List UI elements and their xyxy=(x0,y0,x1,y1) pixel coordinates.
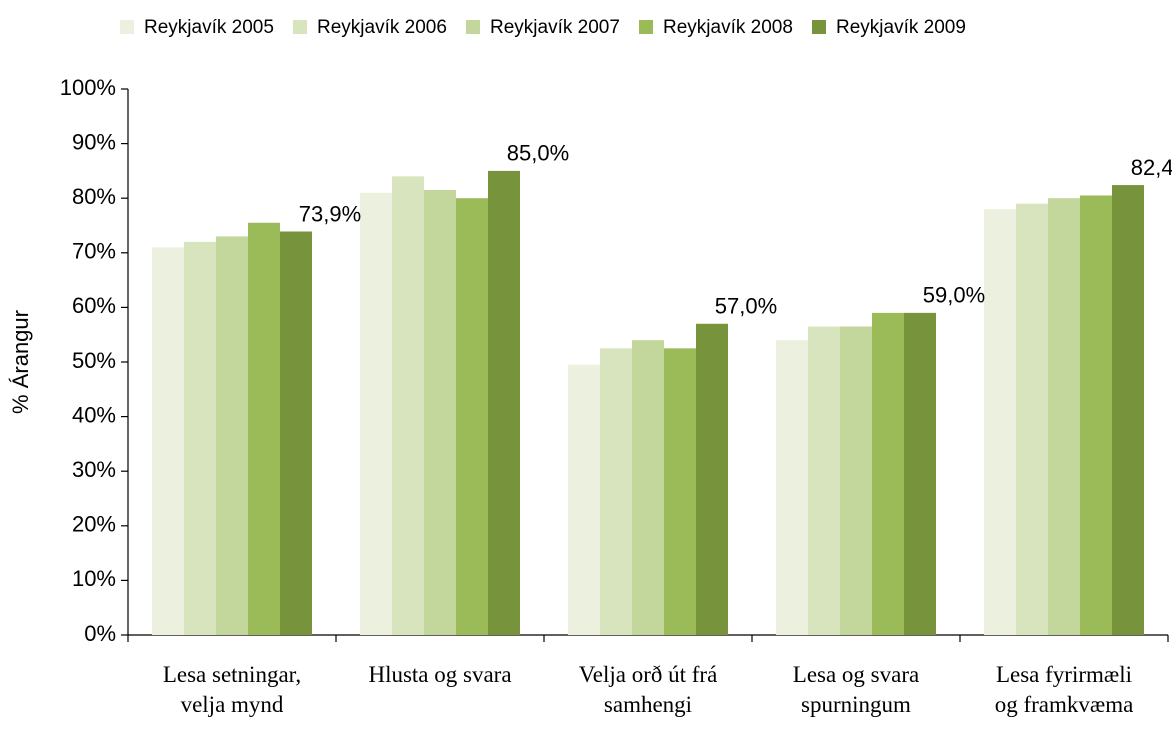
y-tick-label: 80% xyxy=(72,184,116,209)
y-tick-label: 70% xyxy=(72,239,116,264)
bar xyxy=(872,312,904,635)
legend-swatch xyxy=(293,20,307,34)
bar xyxy=(808,326,840,635)
y-tick-label: 30% xyxy=(72,457,116,482)
y-tick-label: 0% xyxy=(84,621,116,646)
legend-swatch xyxy=(639,20,653,34)
bar xyxy=(984,209,1016,635)
bar xyxy=(1048,198,1080,635)
y-tick-label: 20% xyxy=(72,512,116,537)
data-label: 57,0% xyxy=(715,294,777,319)
legend-label: Reykjavík 2008 xyxy=(663,17,793,38)
y-tick-label: 90% xyxy=(72,129,116,154)
legend-swatch xyxy=(120,20,134,34)
legend-label: Reykjavík 2009 xyxy=(836,17,966,38)
data-label: 73,9% xyxy=(299,201,361,226)
data-label: 82,4% xyxy=(1131,155,1172,180)
bar xyxy=(424,190,456,635)
bar xyxy=(488,170,520,635)
bar xyxy=(360,192,392,636)
legend-label: Reykjavík 2005 xyxy=(144,17,274,38)
bar xyxy=(152,247,184,635)
bar xyxy=(904,312,936,635)
bar xyxy=(456,198,488,635)
bar xyxy=(1080,195,1112,635)
y-tick-label: 40% xyxy=(72,402,116,427)
legend-label: Reykjavík 2007 xyxy=(490,17,620,38)
bar xyxy=(1016,203,1048,635)
x-tick-label: Lesa fyrirmæli og framkvæma xyxy=(994,662,1134,717)
bar xyxy=(1112,185,1144,635)
x-tick-label: Velja orð út frá samhengi xyxy=(578,662,718,717)
bar xyxy=(776,340,808,635)
bar xyxy=(568,364,600,635)
legend-swatch xyxy=(466,20,480,34)
y-tick-label: 60% xyxy=(72,293,116,318)
data-label: 59,0% xyxy=(923,283,985,308)
bar xyxy=(184,241,216,635)
y-tick-label: 50% xyxy=(72,348,116,373)
data-label: 85,0% xyxy=(507,141,569,166)
bar xyxy=(664,348,696,635)
x-tick-label: Lesa og svara spurningum xyxy=(792,662,920,717)
legend-swatch xyxy=(812,20,826,34)
bar xyxy=(248,222,280,635)
x-tick-label: Hlusta og svara xyxy=(368,662,512,687)
bar xyxy=(840,326,872,635)
bar xyxy=(632,340,664,635)
bar xyxy=(216,236,248,636)
legend-label: Reykjavík 2006 xyxy=(317,17,447,38)
bar xyxy=(696,323,728,635)
bar xyxy=(392,176,424,636)
bar xyxy=(600,348,632,635)
x-tick-label: Lesa setningar, velja mynd xyxy=(162,662,302,717)
y-axis-label: % Árangur xyxy=(8,310,33,414)
y-tick-label: 10% xyxy=(72,566,116,591)
y-tick-label: 100% xyxy=(60,75,116,100)
bar xyxy=(280,231,312,636)
